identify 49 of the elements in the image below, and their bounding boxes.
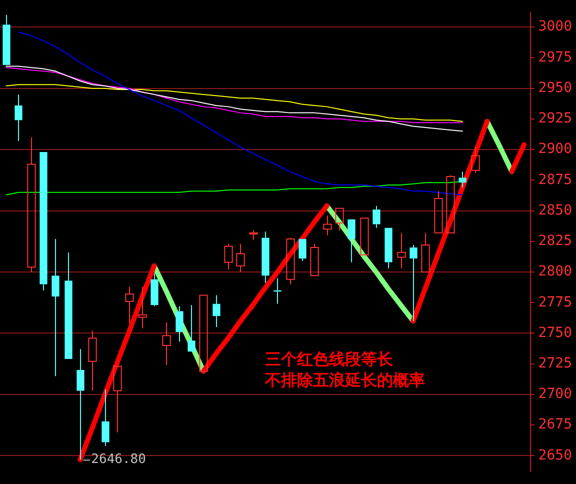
candlestick [102,389,110,446]
y-tick-label: 2925 [538,110,572,127]
candlestick [410,244,418,322]
y-tick-label: 2850 [538,202,572,218]
y-tick-label: 3000 [538,18,572,35]
y-tick-label: 2800 [538,264,572,280]
y-tick-label: 2675 [538,416,572,433]
y-tick-label: 2975 [538,49,572,66]
candlestick [27,136,36,272]
candlestick [212,294,220,328]
candlestick [14,94,22,142]
y-tick-label: 2700 [538,386,572,402]
annotation: 三个红色线段等长 [265,350,394,369]
candlestick [138,286,147,329]
candlestick [348,219,356,263]
candlestick [335,208,344,231]
candlestick [40,152,48,291]
y-tick-label: 2875 [538,172,572,188]
candlestick [176,306,184,342]
y-tick-label: 2775 [538,294,572,310]
candlestick [162,322,171,366]
y-tick-label: 2650 [538,447,572,464]
annotation: 2646.80 [91,452,146,467]
y-tick-label: 2825 [538,233,572,250]
candlestick [298,238,306,262]
candlestick [125,286,134,324]
candlestick [434,190,443,234]
candlestick [458,171,466,188]
y-tick-label: 2900 [538,141,572,158]
candlestick [421,232,430,272]
candlestick [64,252,72,359]
candlestick [224,243,233,270]
candlestick [262,231,270,284]
candlestick [88,330,97,392]
candlestick [2,14,10,66]
candlestick [52,238,60,377]
candlestick [323,215,332,236]
candlestick [397,232,406,269]
candlestick [113,366,122,433]
annotation: 不排除五浪延长的概率 [264,370,425,390]
candlestick [188,304,196,352]
candlestick [150,272,158,307]
y-tick-label: 2950 [538,80,572,96]
candlestick [236,243,245,272]
y-tick-label: 2750 [538,324,572,341]
y-tick-label: 2725 [538,355,572,372]
candlestick [471,146,480,174]
candlestick [372,205,380,228]
candlestick [384,228,392,269]
